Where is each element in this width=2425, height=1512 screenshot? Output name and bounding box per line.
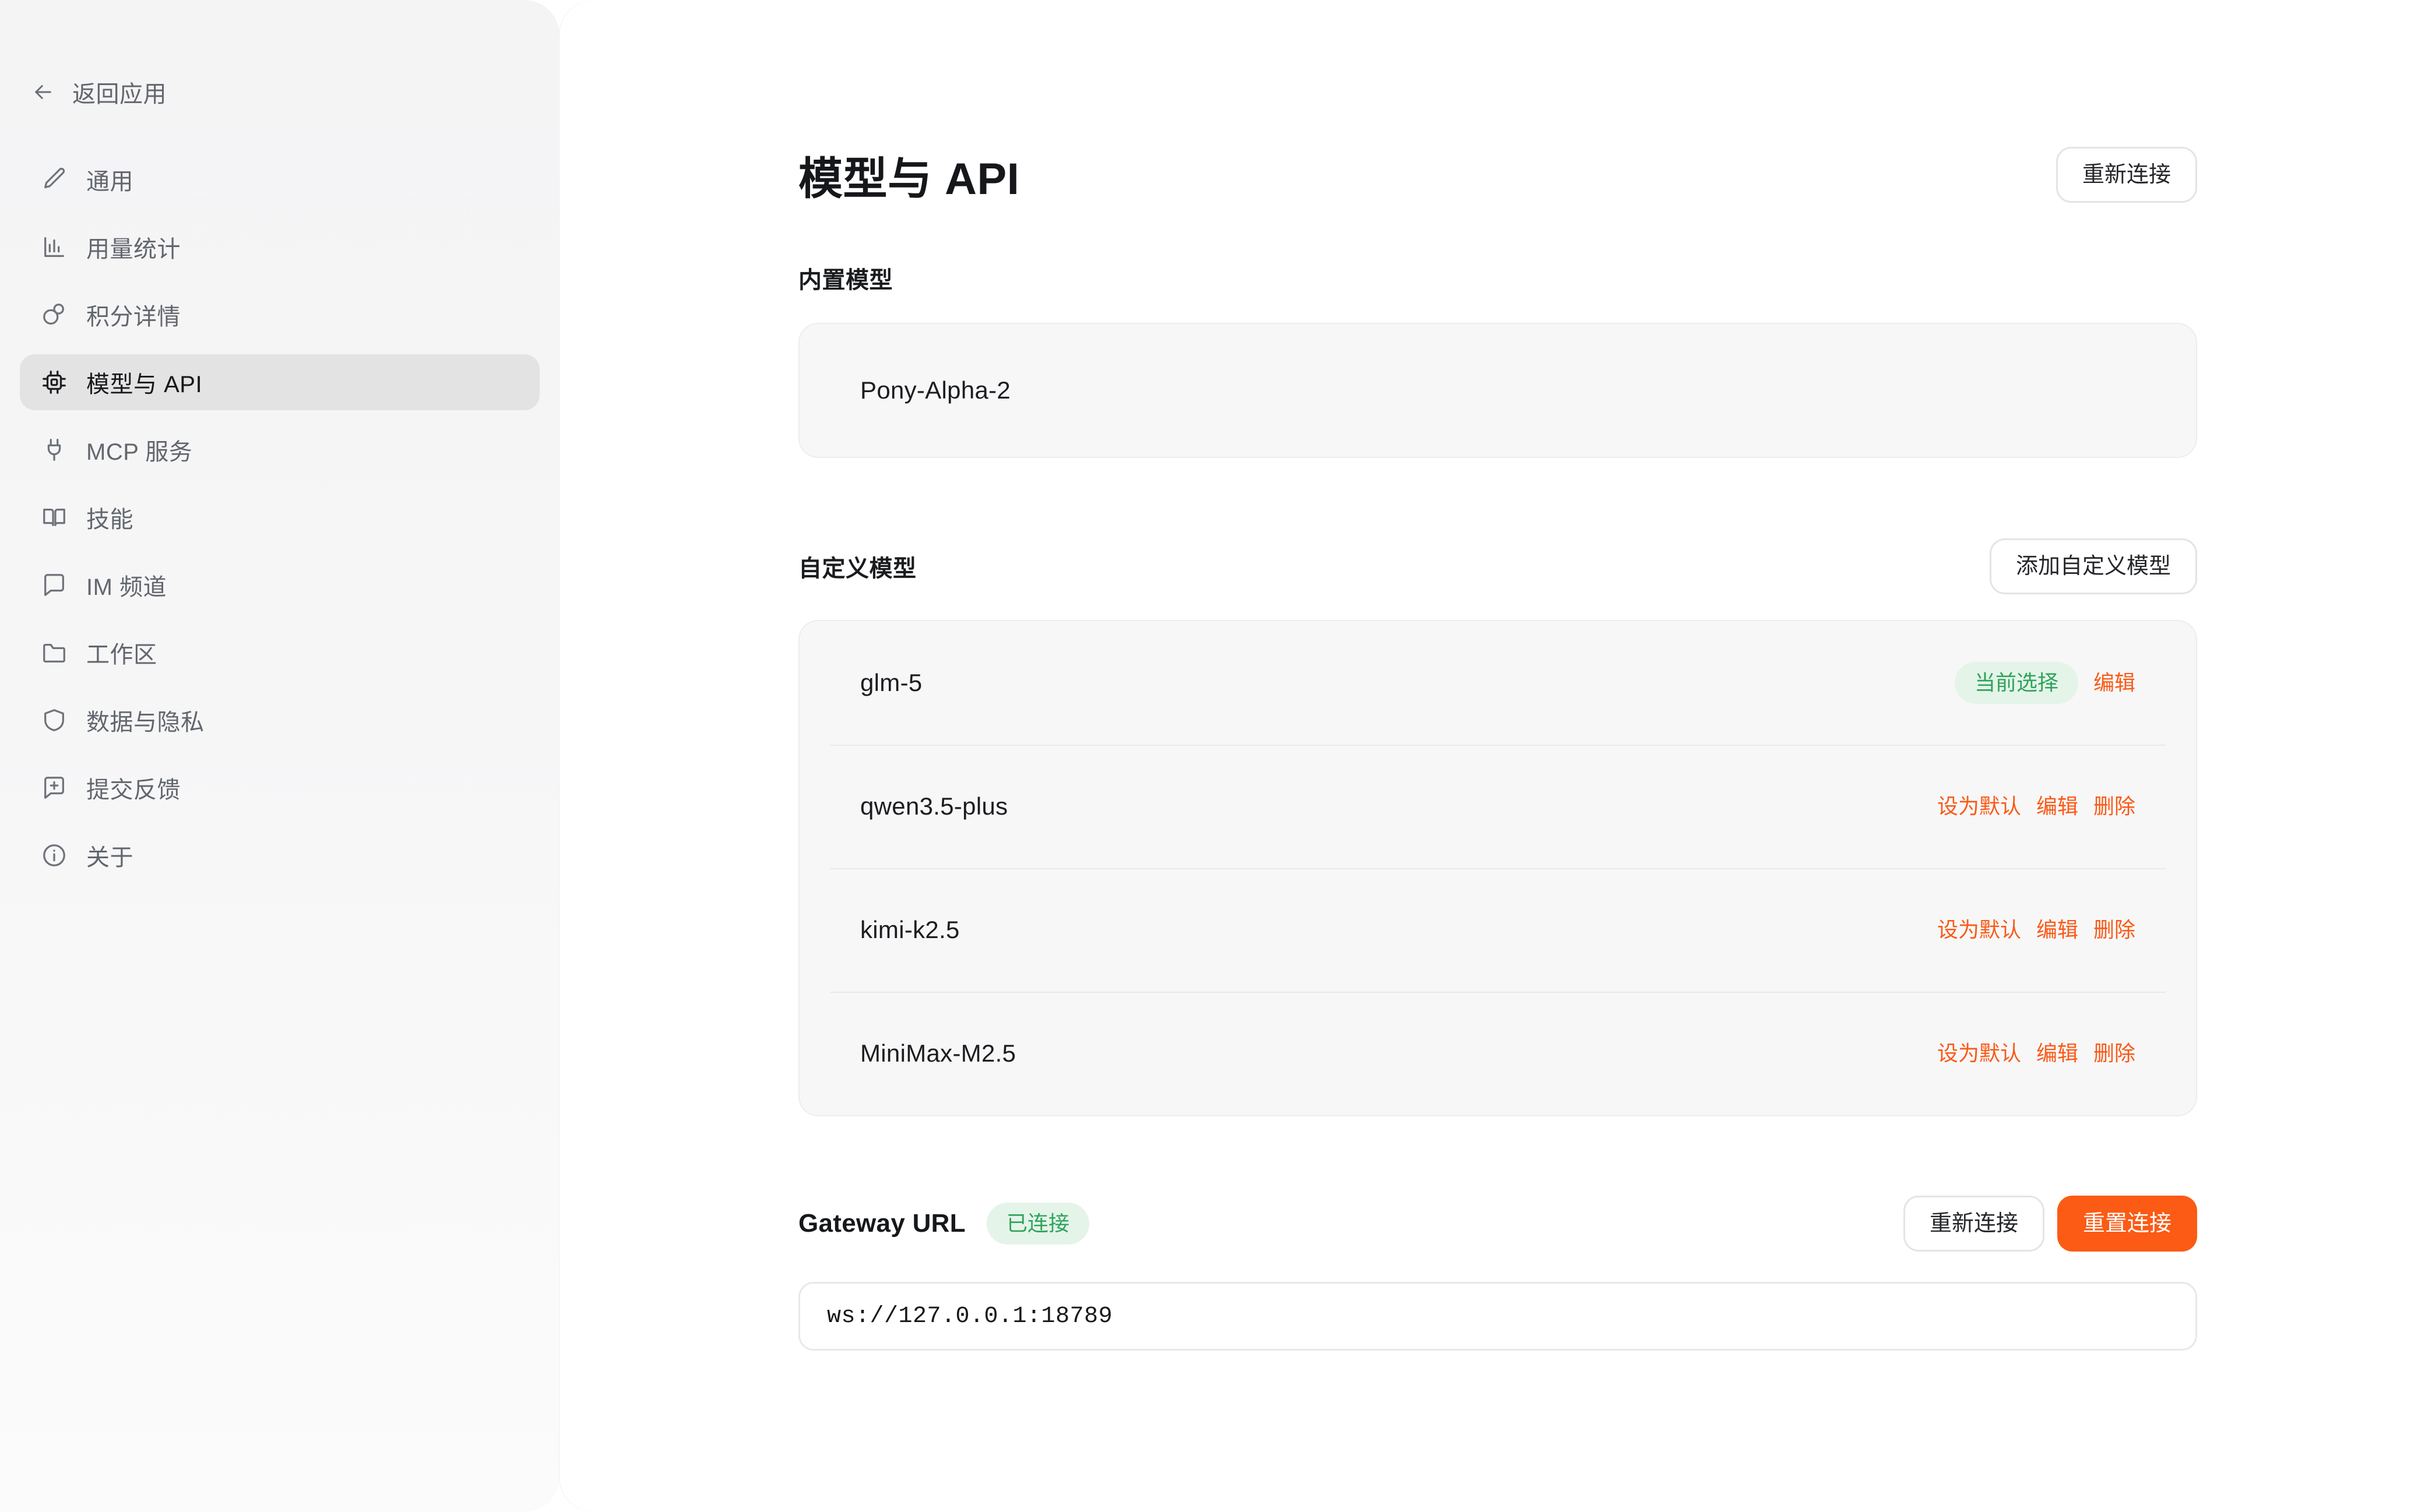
book-icon — [40, 503, 69, 532]
delete-model-link[interactable]: 删除 — [2093, 794, 2135, 818]
custom-model-header: 自定义模型 添加自定义模型 — [798, 538, 2197, 594]
table-row[interactable]: qwen3.5-plus 设为默认 编辑 删除 — [800, 745, 2196, 868]
set-default-link[interactable]: 设为默认 — [1937, 918, 2021, 942]
sidebar-item-label: 数据与隐私 — [86, 710, 205, 735]
gateway-reset-button[interactable]: 重置连接 — [2057, 1196, 2197, 1252]
builtin-model-card: Pony-Alpha-2 — [798, 323, 2197, 458]
delete-model-link[interactable]: 删除 — [2093, 1041, 2135, 1065]
sidebar-item-workspace[interactable]: 工作区 — [20, 625, 540, 681]
row-actions: 设为默认 编辑 删除 — [1937, 1043, 2135, 1064]
gateway-url-input[interactable]: ws://127.0.0.1:18789 — [798, 1282, 2197, 1351]
pen-icon — [40, 165, 69, 194]
custom-model-name: kimi-k2.5 — [860, 916, 960, 943]
feedback-icon — [40, 773, 69, 802]
back-to-app-label: 返回应用 — [72, 82, 167, 107]
sidebar-item-label: 积分详情 — [86, 304, 181, 330]
page-header: 模型与 API 重新连接 — [798, 147, 2197, 203]
gateway-label-group: Gateway URL 已连接 — [798, 1203, 1089, 1245]
message-icon — [40, 570, 69, 600]
row-actions: 当前选择 编辑 — [1954, 662, 2135, 704]
gateway-url-label: Gateway URL — [798, 1209, 966, 1238]
chip-icon — [40, 368, 69, 397]
table-row[interactable]: kimi-k2.5 设为默认 编辑 删除 — [800, 868, 2196, 992]
plug-icon — [40, 435, 69, 464]
custom-model-name: qwen3.5-plus — [860, 792, 1008, 820]
sidebar-item-label: MCP 服务 — [86, 439, 193, 465]
row-actions: 设为默认 编辑 删除 — [1937, 919, 2135, 940]
back-to-app-button[interactable]: 返回应用 — [0, 69, 559, 115]
gateway-reconnect-button[interactable]: 重新连接 — [1903, 1196, 2044, 1252]
sidebar-item-label: 通用 — [86, 169, 133, 195]
sidebar-item-label: 工作区 — [86, 642, 157, 668]
sidebar-item-label: 关于 — [86, 845, 133, 870]
sidebar-item-mcp-service[interactable]: MCP 服务 — [20, 422, 540, 478]
sidebar: 返回应用 通用 用量统计 — [0, 0, 559, 1512]
edit-model-link[interactable]: 编辑 — [2093, 671, 2135, 695]
builtin-section-label: 内置模型 — [798, 267, 893, 293]
custom-model-name: MiniMax-M2.5 — [860, 1039, 1016, 1067]
custom-model-name: glm-5 — [860, 669, 923, 696]
delete-model-link[interactable]: 删除 — [2093, 918, 2135, 942]
gateway-url-value: ws://127.0.0.1:18789 — [827, 1303, 1113, 1330]
gateway-header: Gateway URL 已连接 重新连接 重置连接 — [798, 1196, 2197, 1252]
sidebar-item-general[interactable]: 通用 — [20, 151, 540, 207]
sidebar-item-label: 技能 — [86, 507, 133, 533]
sidebar-item-about[interactable]: 关于 — [20, 827, 540, 883]
sidebar-item-usage-stats[interactable]: 用量统计 — [20, 219, 540, 275]
edit-model-link[interactable]: 编辑 — [2036, 1041, 2078, 1065]
table-row[interactable]: glm-5 当前选择 编辑 — [800, 621, 2196, 745]
info-icon — [40, 841, 69, 870]
sidebar-item-skills[interactable]: 技能 — [20, 489, 540, 545]
gateway-status-badge: 已连接 — [986, 1203, 1089, 1245]
sidebar-item-label: 提交反馈 — [86, 777, 181, 803]
settings-content: 模型与 API 重新连接 内置模型 Pony-Alpha-2 自定义模型 添加自… — [798, 0, 2197, 1351]
builtin-model-section: 内置模型 Pony-Alpha-2 — [798, 261, 2197, 458]
folder-icon — [40, 638, 69, 667]
status-badge: 当前选择 — [1954, 662, 2078, 704]
main-panel: 模型与 API 重新连接 内置模型 Pony-Alpha-2 自定义模型 添加自… — [559, 0, 2425, 1512]
sidebar-item-label: 模型与 API — [86, 372, 203, 397]
coin-icon — [40, 300, 69, 329]
gateway-buttons: 重新连接 重置连接 — [1903, 1196, 2197, 1252]
custom-section-label: 自定义模型 — [798, 556, 917, 581]
sidebar-item-models-api[interactable]: 模型与 API — [20, 354, 540, 410]
sidebar-item-im-channel[interactable]: IM 频道 — [20, 557, 540, 613]
sidebar-item-data-privacy[interactable]: 数据与隐私 — [20, 692, 540, 748]
sidebar-nav: 通用 用量统计 积分详情 — [0, 151, 559, 895]
reconnect-top-button[interactable]: 重新连接 — [2056, 147, 2197, 203]
page-title: 模型与 API — [798, 154, 1020, 204]
set-default-link[interactable]: 设为默认 — [1937, 1041, 2021, 1065]
arrow-left-icon — [30, 79, 56, 105]
edit-model-link[interactable]: 编辑 — [2036, 794, 2078, 818]
shield-icon — [40, 706, 69, 735]
builtin-model-name: Pony-Alpha-2 — [860, 376, 1011, 404]
sidebar-item-feedback[interactable]: 提交反馈 — [20, 760, 540, 816]
edit-model-link[interactable]: 编辑 — [2036, 918, 2078, 942]
custom-model-list: glm-5 当前选择 编辑 qwen3.5-plus 设为默认 编辑 删除 — [798, 620, 2197, 1116]
table-row[interactable]: MiniMax-M2.5 设为默认 编辑 删除 — [800, 992, 2196, 1115]
row-actions: 设为默认 编辑 删除 — [1937, 796, 2135, 817]
sidebar-item-credits[interactable]: 积分详情 — [20, 287, 540, 343]
add-custom-model-button[interactable]: 添加自定义模型 — [1989, 538, 2197, 594]
sidebar-item-label: IM 频道 — [86, 575, 167, 600]
bar-chart-icon — [40, 232, 69, 262]
sidebar-item-label: 用量统计 — [86, 237, 181, 262]
set-default-link[interactable]: 设为默认 — [1937, 794, 2021, 818]
